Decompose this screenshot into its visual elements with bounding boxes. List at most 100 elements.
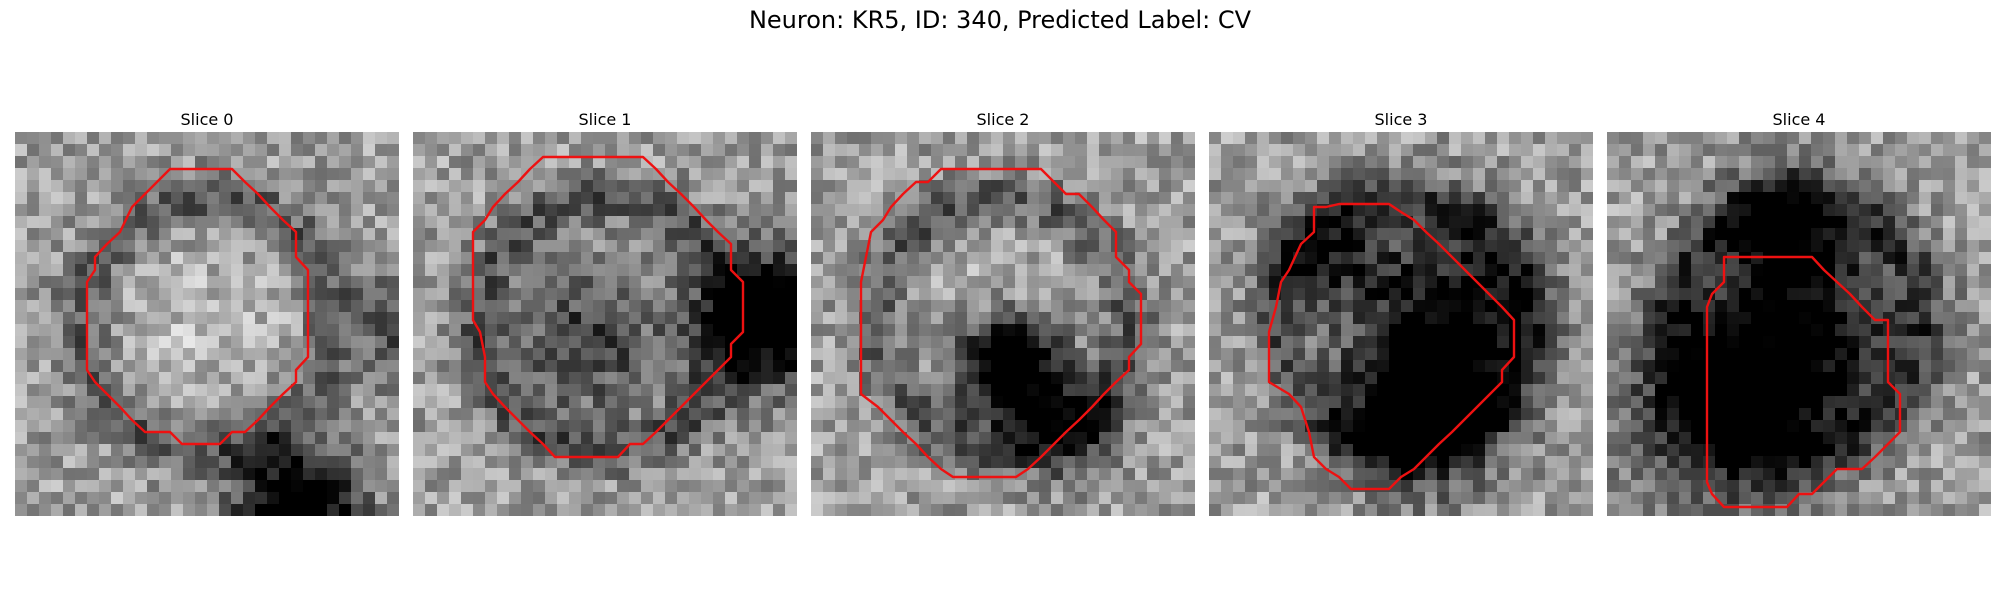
pixel (1365, 384, 1378, 397)
pixel (363, 132, 376, 145)
pixel (1063, 264, 1076, 277)
pixel (1183, 264, 1195, 277)
pixel (785, 132, 797, 145)
pixel (1847, 408, 1860, 421)
pixel (1509, 372, 1522, 385)
pixel (1823, 420, 1836, 433)
pixel (147, 336, 160, 349)
pixel (1643, 192, 1656, 205)
pixel (689, 456, 702, 469)
pixel (461, 324, 474, 337)
pixel (87, 228, 100, 241)
pixel (713, 456, 726, 469)
pixel (387, 300, 399, 313)
pixel (1365, 180, 1378, 193)
pixel (63, 252, 76, 265)
pixel (111, 276, 124, 289)
pixel (847, 468, 860, 481)
pixel (931, 456, 944, 469)
pixel (425, 216, 438, 229)
pixel (135, 204, 148, 217)
pixel (243, 456, 256, 469)
pixel (1581, 216, 1593, 229)
pixel (967, 240, 980, 253)
pixel (1847, 396, 1860, 409)
pixel (1811, 300, 1824, 313)
pixel (979, 312, 992, 325)
pixel (1751, 444, 1764, 457)
pixel (1691, 216, 1704, 229)
pixel (1257, 264, 1270, 277)
pixel (1955, 252, 1968, 265)
pixel (1667, 312, 1680, 325)
pixel (1581, 348, 1593, 361)
pixel (1799, 348, 1812, 361)
pixel (689, 132, 702, 145)
pixel (1835, 144, 1848, 157)
pixel (1341, 444, 1354, 457)
pixel (63, 396, 76, 409)
pixel (943, 228, 956, 241)
pixel (449, 276, 462, 289)
pixel (1221, 480, 1234, 493)
pixel (1883, 156, 1896, 169)
pixel (267, 156, 280, 169)
pixel (1437, 324, 1450, 337)
pixel (835, 360, 848, 373)
pixel (1473, 504, 1486, 516)
pixel (1063, 324, 1076, 337)
pixel (1569, 360, 1582, 373)
pixel (1425, 324, 1438, 337)
pixel (1485, 384, 1498, 397)
pixel (1655, 396, 1668, 409)
pixel (641, 372, 654, 385)
pixel (1631, 288, 1644, 301)
pixel (315, 456, 328, 469)
pixel (1015, 156, 1028, 169)
pixel (847, 348, 860, 361)
pixel (267, 360, 280, 373)
pixel (1967, 216, 1980, 229)
pixel (1557, 264, 1570, 277)
pixel (967, 372, 980, 385)
pixel (871, 480, 884, 493)
pixel (1171, 336, 1184, 349)
pixel (1485, 312, 1498, 325)
pixel (255, 204, 268, 217)
pixel (1811, 276, 1824, 289)
pixel (195, 300, 208, 313)
pixel (1015, 504, 1028, 516)
pixel (485, 372, 498, 385)
pixel (1521, 360, 1534, 373)
pixel (677, 192, 690, 205)
pixel (387, 348, 399, 361)
pixel (1919, 312, 1932, 325)
pixel (593, 156, 606, 169)
pixel (15, 432, 28, 445)
pixel (1919, 240, 1932, 253)
pixel (1619, 312, 1632, 325)
slice-panel-2: Slice 2 (811, 108, 1195, 516)
pixel (1425, 456, 1438, 469)
pixel (1123, 312, 1136, 325)
pixel (811, 252, 824, 265)
pixel (291, 408, 304, 421)
pixel (1727, 192, 1740, 205)
pixel (63, 468, 76, 481)
pixel (1209, 192, 1222, 205)
pixel (569, 168, 582, 181)
pixel (1557, 360, 1570, 373)
pixel (713, 264, 726, 277)
pixel (291, 240, 304, 253)
pixel (979, 456, 992, 469)
pixel (1099, 180, 1112, 193)
pixel (1485, 468, 1498, 481)
pixel (375, 204, 388, 217)
pixel (207, 408, 220, 421)
pixel (87, 156, 100, 169)
pixel (1159, 204, 1172, 217)
pixel (363, 348, 376, 361)
pixel (545, 360, 558, 373)
pixel (1979, 288, 1991, 301)
pixel (1643, 336, 1656, 349)
